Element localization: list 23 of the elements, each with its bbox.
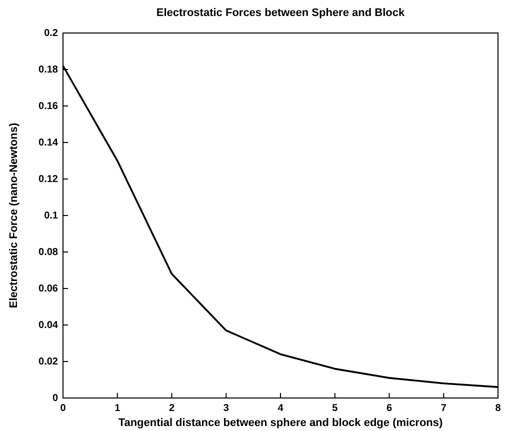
x-tick-label: 4: [278, 403, 284, 414]
x-tick-label: 7: [440, 403, 447, 414]
y-axis-title: Electrostatic Force (nano-Newtons): [8, 122, 20, 308]
y-tick-label: 0.02: [38, 356, 58, 368]
y-tick-label: 0.08: [38, 247, 58, 258]
chart-title: Electrostatic Forces between Sphere and Block: [156, 7, 406, 19]
y-tick-label: 0.12: [38, 174, 58, 186]
y-tick-label: 0: [52, 393, 58, 404]
y-tick-label: 0.14: [38, 138, 58, 149]
y-tick-label: 0.18: [38, 64, 58, 76]
x-tick-label: 8: [495, 403, 502, 414]
y-tick-label: 0.04: [38, 320, 58, 332]
y-tick-label: 0.16: [38, 101, 58, 112]
y-tick-label: 0.1: [44, 210, 58, 222]
x-tick-label: 1: [114, 403, 121, 414]
x-tick-label: 6: [386, 403, 392, 414]
y-tick-label: 0.06: [38, 284, 58, 295]
x-tick-label: 2: [168, 403, 175, 414]
x-axis-title: Tangential distance between sphere and block edge (microns): [118, 417, 444, 429]
y-tick-label: 0.2: [44, 28, 58, 40]
x-tick-label: 0: [60, 403, 66, 414]
x-tick-label: 5: [332, 403, 338, 414]
x-tick-label: 3: [223, 403, 230, 414]
